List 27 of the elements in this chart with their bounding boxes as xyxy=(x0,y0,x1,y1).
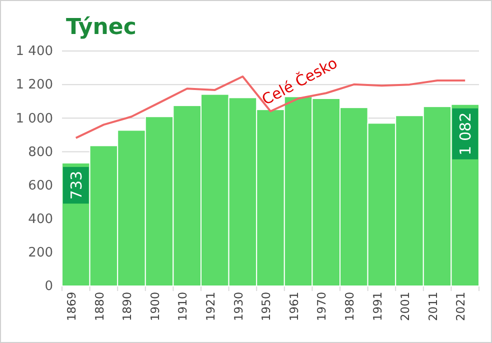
x-tick-label: 2011 xyxy=(426,292,440,322)
x-tick-label: 1910 xyxy=(176,292,190,322)
x-tick-label: 2021 xyxy=(454,292,468,322)
y-tick-label: 0 xyxy=(44,279,53,294)
x-tick-label: 1880 xyxy=(92,292,106,322)
x-tick-label: 1950 xyxy=(259,292,274,322)
x-tick-label: 2001 xyxy=(398,292,412,322)
y-tick-label: 600 xyxy=(28,178,53,194)
x-tick-label: 1921 xyxy=(203,292,218,322)
data-label: 733 xyxy=(67,170,86,200)
text: Celé Česko xyxy=(258,54,340,109)
y-tick-label: 200 xyxy=(28,246,53,261)
x-tick-label: 1961 xyxy=(286,292,301,322)
y-tick-label: 400 xyxy=(28,212,53,228)
x-tick-label: 1970 xyxy=(314,292,329,322)
x-tick-label: 1869 xyxy=(64,292,78,322)
y-tick-label: 1 400 xyxy=(16,44,53,60)
x-tick-label: 1980 xyxy=(342,292,356,322)
x-tick-label: 1890 xyxy=(120,292,134,322)
y-tick-label: 1 000 xyxy=(16,111,53,126)
x-tick-label: 1991 xyxy=(370,292,384,322)
y-tick-label: 1 200 xyxy=(16,78,53,93)
data-label: 1 082 xyxy=(456,112,475,156)
chart-title: Týnec xyxy=(66,15,136,40)
x-tick-label: 1930 xyxy=(231,292,246,322)
y-tick-label: 800 xyxy=(28,144,53,160)
x-tick-label: 1900 xyxy=(148,292,162,322)
